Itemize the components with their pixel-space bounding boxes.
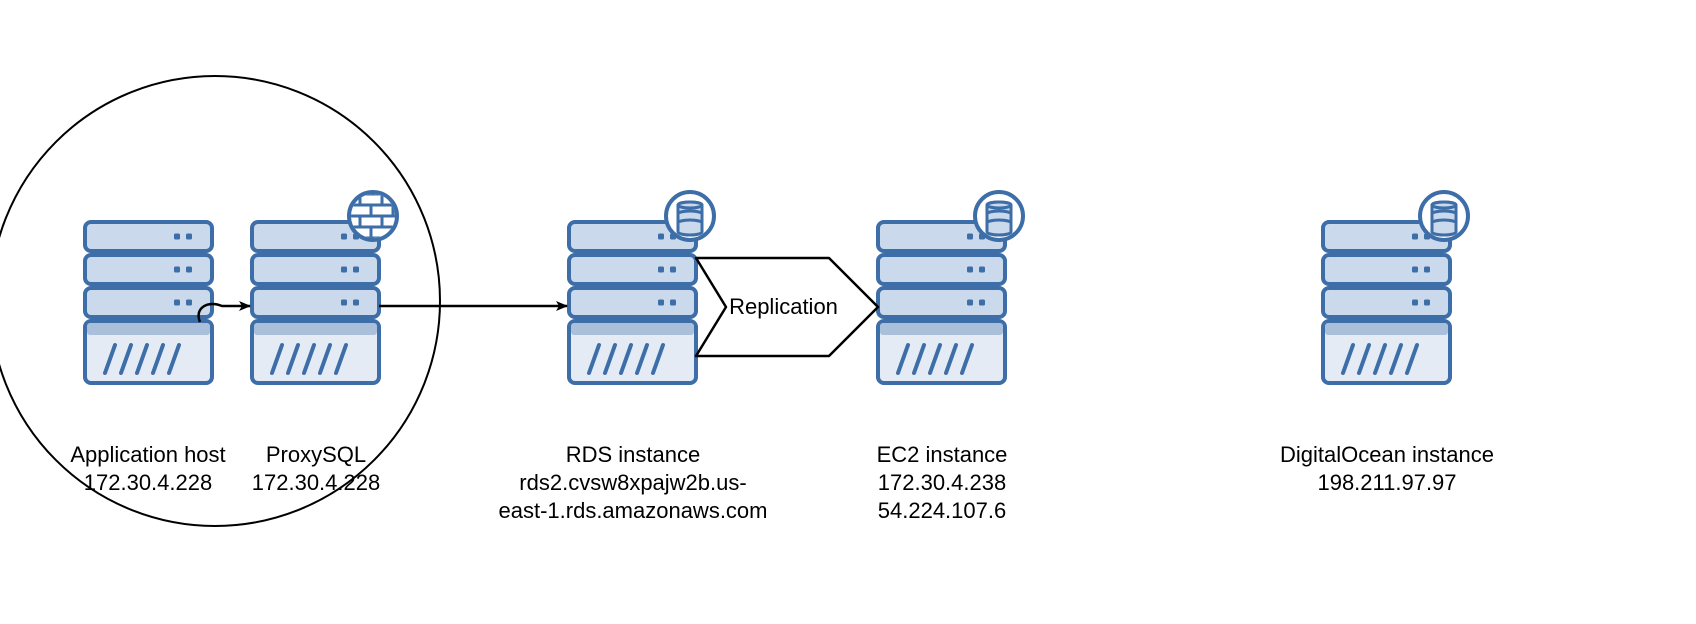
- server-do: [1323, 192, 1468, 383]
- replication-arrow: Replication: [696, 258, 878, 356]
- server-app: [85, 222, 212, 383]
- label-ec2-line-2: 54.224.107.6: [878, 498, 1006, 523]
- label-rds-line-1: rds2.cvsw8xpajw2b.us-: [519, 470, 746, 495]
- label-ec2: EC2 instance 172.30.4.238 54.224.107.6: [877, 442, 1008, 523]
- label-proxy-line-0: ProxySQL: [266, 442, 366, 467]
- label-do-line-1: 198.211.97.97: [1317, 470, 1456, 495]
- replication-label: Replication: [729, 294, 838, 319]
- database-icon: [975, 192, 1023, 240]
- label-rds: RDS instance rds2.cvsw8xpajw2b.us-east-1.…: [499, 442, 768, 523]
- server-proxy: [252, 192, 404, 383]
- label-proxy: ProxySQL 172.30.4.228: [252, 442, 380, 495]
- label-app: Application host 172.30.4.228: [70, 442, 225, 495]
- label-ec2-line-0: EC2 instance: [877, 442, 1008, 467]
- label-rds-line-2: east-1.rds.amazonaws.com: [499, 498, 768, 523]
- label-app-line-0: Application host: [70, 442, 225, 467]
- label-proxy-line-1: 172.30.4.228: [252, 470, 380, 495]
- server-ec2: [878, 192, 1023, 383]
- label-rds-line-0: RDS instance: [566, 442, 701, 467]
- label-app-line-1: 172.30.4.228: [84, 470, 212, 495]
- label-ec2-line-1: 172.30.4.238: [878, 470, 1006, 495]
- database-icon: [1420, 192, 1468, 240]
- label-do-line-0: DigitalOcean instance: [1280, 442, 1494, 467]
- server-rds: [569, 192, 714, 383]
- label-do: DigitalOcean instance 198.211.97.97: [1280, 442, 1494, 495]
- database-icon: [666, 192, 714, 240]
- architecture-diagram: ReplicationApplication host172.30.4.228P…: [0, 0, 1696, 624]
